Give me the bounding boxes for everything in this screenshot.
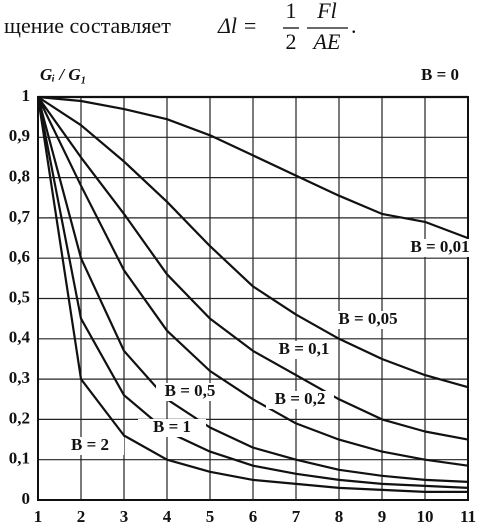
y-tick-label: 0,7 [9, 207, 31, 226]
x-tick-label: 8 [335, 507, 344, 526]
series-line [37, 96, 469, 389]
y-tick-label: 0,9 [9, 126, 30, 145]
y-tick-label: 0 [22, 489, 31, 508]
x-tick-label: 5 [206, 507, 215, 526]
formula-frac-num: Fl [316, 0, 337, 23]
formula-frac-den: AE [312, 29, 341, 54]
series-label: B = 0,01 [410, 237, 469, 256]
series-line [36, 96, 468, 493]
series-line [36, 96, 469, 483]
series-line [37, 96, 469, 441]
y-tick-label: 0,2 [9, 408, 30, 427]
series-line [36, 96, 469, 489]
x-tick-label: 7 [292, 507, 301, 526]
label-bg [406, 67, 474, 85]
label-bg [270, 341, 338, 359]
y-tick-label: 1 [22, 86, 31, 105]
y-tick-label: 0,1 [9, 449, 30, 468]
x-tick-label: 3 [120, 507, 129, 526]
y-tick-label: 0,6 [9, 247, 30, 266]
x-tick-label: 9 [378, 507, 387, 526]
series-label: B = 1 [153, 417, 191, 436]
label-bg [334, 311, 402, 329]
label-bg [406, 239, 474, 257]
series-label: B = 0,05 [338, 309, 397, 328]
x-tick-label: 4 [163, 507, 172, 526]
x-tick-label: 10 [417, 507, 434, 526]
series-label: B = 0,5 [165, 381, 216, 400]
formula-lhs: Δl = [217, 13, 257, 38]
y-tick-label: 0,4 [9, 328, 31, 347]
label-bg [156, 383, 224, 401]
series-label: B = 0 [421, 65, 459, 84]
label-bg [138, 419, 206, 437]
x-tick-label: 11 [460, 507, 476, 526]
header-text: щение составляет [4, 13, 171, 38]
x-tick-label: 1 [34, 507, 43, 526]
label-bg [56, 437, 124, 455]
series-label: B = 2 [71, 435, 109, 454]
y-tick-label: 0,8 [9, 167, 30, 186]
y-axis-label: Gᵢ / G₁ [40, 65, 87, 84]
x-tick-label: 2 [77, 507, 86, 526]
formula-coef-num: 1 [286, 0, 297, 23]
series-line [37, 96, 469, 467]
y-tick-label: 0,5 [9, 287, 30, 306]
formula-end: . [351, 13, 357, 38]
formula-coef-den: 2 [286, 29, 297, 54]
y-tick-label: 0,3 [9, 368, 30, 387]
series-label: B = 0,2 [275, 389, 326, 408]
x-tick-label: 6 [249, 507, 258, 526]
series-label: B = 0,1 [279, 339, 330, 358]
series-line [37, 95, 469, 240]
label-bg [266, 391, 334, 409]
